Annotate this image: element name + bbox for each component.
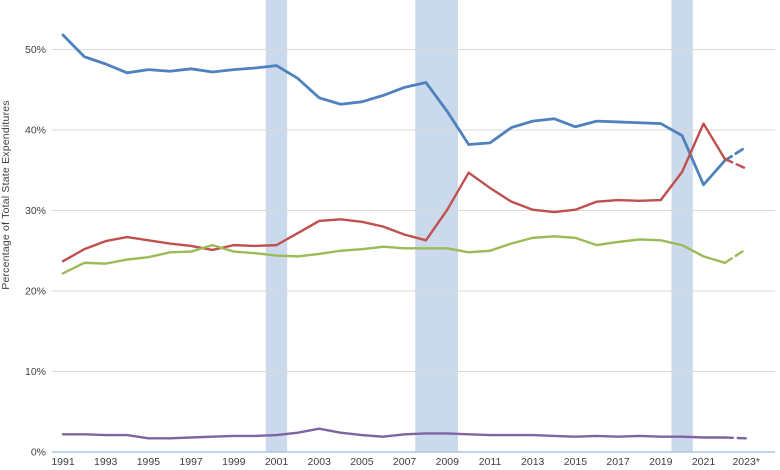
x-tick-label: 1999 <box>222 456 246 468</box>
x-tick-label: 2011 <box>479 456 502 468</box>
series-red-line <box>61 122 727 263</box>
series-purple-dashed-estimate <box>723 436 748 440</box>
series-blue-line <box>61 33 727 187</box>
x-tick-label: 2001 <box>265 456 289 468</box>
x-tick-label: 2017 <box>606 456 630 468</box>
x-tick-label: 1991 <box>51 456 75 468</box>
series-lines-layer <box>61 33 748 440</box>
y-tick-label: 50% <box>25 44 46 56</box>
y-tick-label: 30% <box>25 205 46 217</box>
x-tick-label: 2021 <box>692 456 716 468</box>
x-tick-label: 1997 <box>179 456 203 468</box>
x-tick-label: 1993 <box>94 456 118 468</box>
recession-band <box>265 0 288 452</box>
series-blue-dashed-estimate <box>723 145 748 162</box>
x-tick-label: 2015 <box>564 456 588 468</box>
x-tick-label: 2023* <box>732 456 759 468</box>
y-tick-label: 20% <box>25 286 46 298</box>
x-tick-label: 2005 <box>350 456 374 468</box>
x-tick-label: 2007 <box>393 456 417 468</box>
axis-labels-layer: 1991 1993 1995 1997 1999 2001 2003 2005 2007 2009… <box>25 44 760 468</box>
x-tick-label: 2003 <box>308 456 332 468</box>
series-purple-line <box>61 427 727 440</box>
x-tick-label: 2019 <box>649 456 673 468</box>
gridlines-layer <box>52 49 775 453</box>
y-tick-label: 10% <box>25 366 46 378</box>
x-tick-label: 1995 <box>137 456 161 468</box>
recession-band <box>671 0 693 452</box>
series-red-dashed-estimate <box>723 157 748 170</box>
y-axis-title: Percentage of Total State Expenditures <box>0 100 12 290</box>
series-green-dashed-estimate <box>723 247 748 265</box>
series-green-line <box>61 235 727 275</box>
x-tick-label: 2009 <box>436 456 460 468</box>
y-tick-label: 40% <box>25 125 46 137</box>
recession-bands-layer <box>265 0 693 452</box>
x-tick-label: 2013 <box>521 456 545 468</box>
y-tick-label: 0% <box>31 447 46 459</box>
